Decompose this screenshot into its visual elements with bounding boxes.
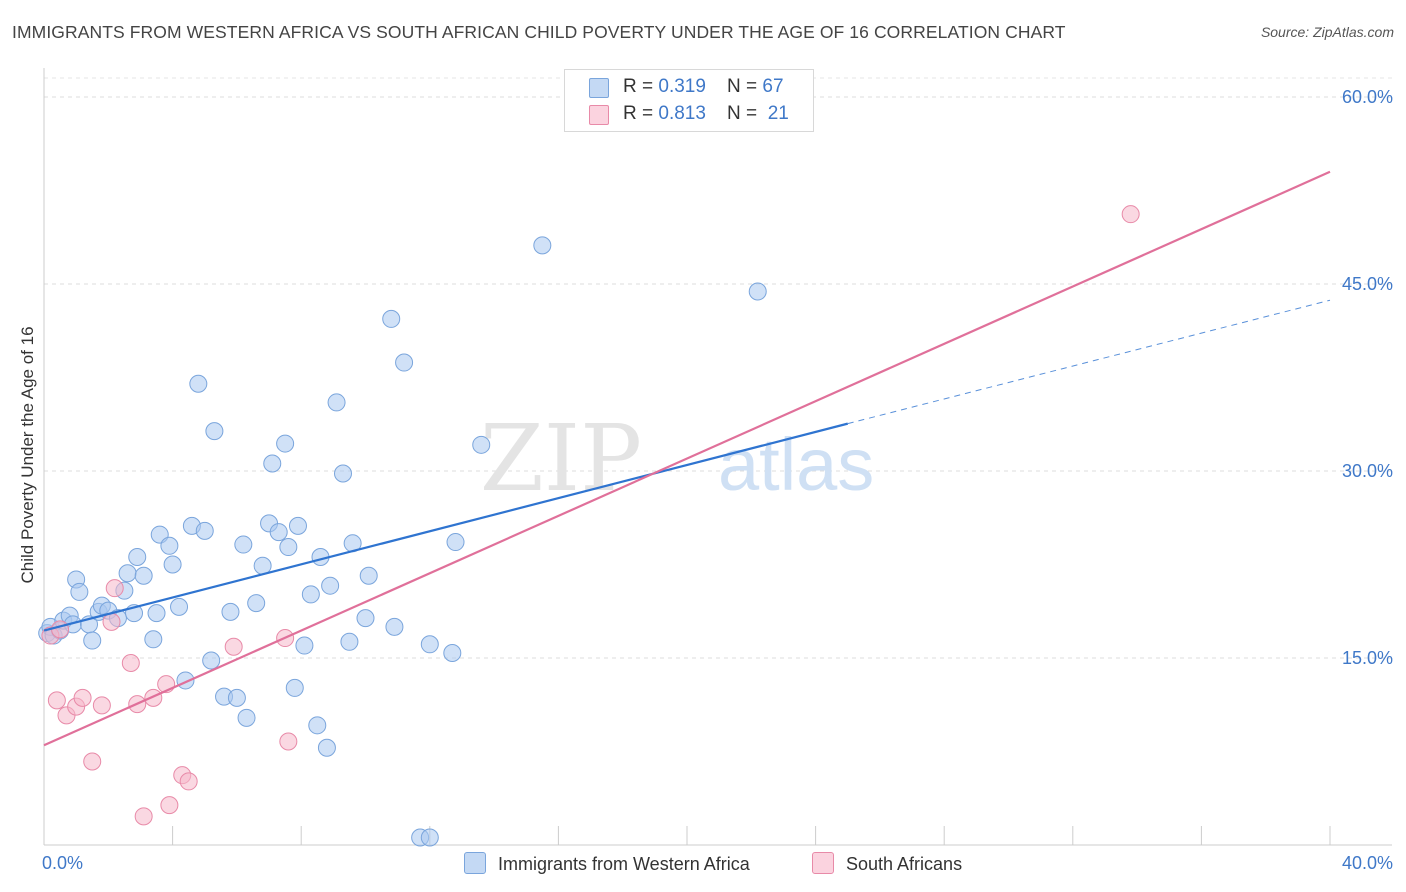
point-western-africa: [395, 353, 414, 372]
point-western-africa: [205, 422, 224, 441]
trend-extension-western-africa: [847, 299, 1331, 425]
point-south-africans: [279, 732, 298, 751]
legend-r-value: 0.813: [658, 103, 706, 124]
point-south-africans: [1121, 205, 1140, 224]
source-credit: Source: ZipAtlas.com: [1260, 24, 1394, 40]
point-south-africans: [121, 653, 140, 672]
point-western-africa: [288, 516, 307, 535]
point-western-africa: [83, 631, 102, 650]
data-points: [38, 205, 1140, 847]
point-western-africa: [144, 630, 163, 649]
point-western-africa: [227, 688, 246, 707]
bottom-legend-label: Immigrants from Western Africa: [498, 854, 750, 874]
point-south-africans: [105, 579, 124, 598]
point-south-africans: [134, 807, 153, 826]
point-western-africa: [247, 594, 266, 613]
point-western-africa: [263, 454, 282, 473]
point-western-africa: [202, 651, 221, 670]
point-western-africa: [234, 535, 253, 554]
point-south-africans: [47, 691, 66, 710]
point-western-africa: [163, 555, 182, 574]
legend-n-label: N =: [727, 103, 763, 124]
point-south-africans: [73, 688, 92, 707]
point-western-africa: [327, 393, 346, 412]
x-tick-label-max: 40.0%: [1342, 853, 1393, 873]
legend-r-label: R =: [623, 76, 659, 97]
y-tick-label: 15.0%: [1342, 648, 1393, 668]
axes: [43, 68, 1392, 846]
point-western-africa: [70, 582, 89, 601]
point-western-africa: [147, 604, 166, 623]
point-western-africa: [472, 435, 491, 454]
watermark: ZIP atlas: [480, 405, 874, 512]
point-western-africa: [359, 566, 378, 585]
y-tick-label: 60.0%: [1342, 87, 1393, 107]
chart-title: IMMIGRANTS FROM WESTERN AFRICA VS SOUTH …: [12, 22, 1066, 42]
point-western-africa: [340, 632, 359, 651]
point-south-africans: [102, 612, 121, 631]
point-western-africa: [276, 434, 295, 453]
point-south-africans: [179, 772, 198, 791]
bottom-legend-label: South Africans: [846, 854, 963, 874]
bottom-legend-swatch-pink: [812, 852, 834, 874]
point-western-africa: [160, 536, 179, 555]
point-western-africa: [333, 464, 352, 483]
point-western-africa: [317, 738, 336, 757]
point-western-africa: [420, 828, 439, 847]
point-western-africa: [269, 523, 288, 542]
legend-n-label: N =: [727, 76, 763, 97]
watermark-zip: ZIP: [480, 405, 642, 512]
bottom-legend-south-africans: South Africans: [812, 852, 962, 875]
point-western-africa: [134, 566, 153, 585]
point-western-africa: [237, 708, 256, 727]
point-western-africa: [420, 635, 439, 654]
point-western-africa: [748, 282, 767, 301]
trend-line-south-africans: [43, 170, 1331, 747]
point-western-africa: [170, 597, 189, 616]
point-western-africa: [446, 533, 465, 552]
x-tick-label-min: 0.0%: [42, 853, 83, 873]
y-tick-label: 30.0%: [1342, 461, 1393, 481]
legend-swatch-blue: [589, 78, 609, 98]
point-western-africa: [128, 548, 147, 567]
legend-r-value: 0.319: [658, 76, 706, 97]
point-western-africa: [308, 716, 327, 735]
trend-line-western-africa: [43, 422, 849, 632]
point-western-africa: [118, 564, 137, 583]
point-western-africa: [301, 585, 320, 604]
point-western-africa: [321, 576, 340, 595]
legend-swatch-pink: [589, 105, 609, 125]
point-western-africa: [295, 636, 314, 655]
legend-n-value: 21: [767, 103, 789, 124]
point-western-africa: [382, 309, 401, 328]
point-western-africa: [443, 644, 462, 663]
point-western-africa: [533, 236, 552, 255]
point-south-africans: [144, 688, 163, 707]
point-western-africa: [221, 602, 240, 621]
bottom-legend-swatch-blue: [464, 852, 486, 874]
point-western-africa: [385, 617, 404, 636]
point-western-africa: [279, 538, 298, 557]
point-south-africans: [83, 752, 102, 771]
point-south-africans: [224, 637, 243, 656]
bottom-legend-western-africa: Immigrants from Western Africa: [464, 852, 750, 875]
point-western-africa: [189, 374, 208, 393]
trend-lines: [43, 170, 1331, 747]
point-south-africans: [160, 796, 179, 815]
point-south-africans: [51, 620, 70, 639]
tick-labels: 15.0% 30.0% 45.0% 60.0% 0.0% 40.0%: [42, 87, 1393, 873]
correlation-legend: R = 0.319 N = 67 R = 0.813 N = 21: [564, 69, 814, 132]
point-south-africans: [92, 696, 111, 715]
legend-n-value: 67: [762, 76, 784, 97]
y-tick-label: 45.0%: [1342, 274, 1393, 294]
point-western-africa: [195, 521, 214, 540]
point-western-africa: [285, 678, 304, 697]
gridlines: [44, 77, 1392, 659]
point-western-africa: [356, 609, 375, 628]
legend-r-label: R =: [623, 103, 659, 124]
